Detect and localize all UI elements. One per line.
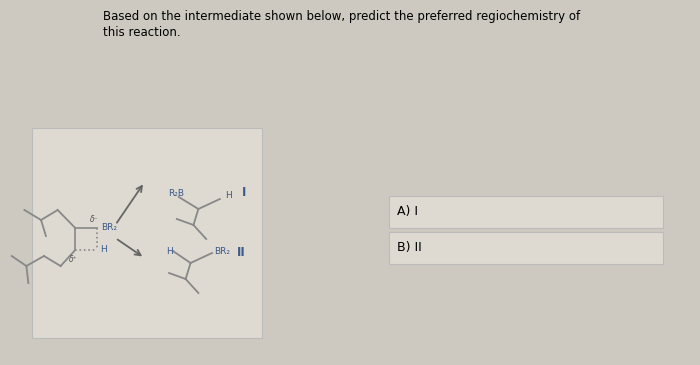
Text: H: H [99,246,106,254]
Text: H: H [225,191,232,200]
Text: BR₂: BR₂ [214,246,230,256]
Text: Based on the intermediate shown below, predict the preferred regiochemistry of: Based on the intermediate shown below, p… [103,10,580,23]
Text: BR₂: BR₂ [101,223,117,231]
Text: A) I: A) I [397,205,418,219]
Text: this reaction.: this reaction. [103,26,180,39]
Text: H: H [166,247,172,257]
Bar [389,196,662,228]
Bar [32,128,262,338]
Text: δ⁺: δ⁺ [69,255,78,265]
Text: B) II: B) II [397,242,421,254]
Text: δ⁻: δ⁻ [90,215,98,224]
Text: I: I [242,187,246,200]
Bar [389,232,662,264]
Text: II: II [237,246,246,258]
Text: R₂B: R₂B [168,189,184,199]
